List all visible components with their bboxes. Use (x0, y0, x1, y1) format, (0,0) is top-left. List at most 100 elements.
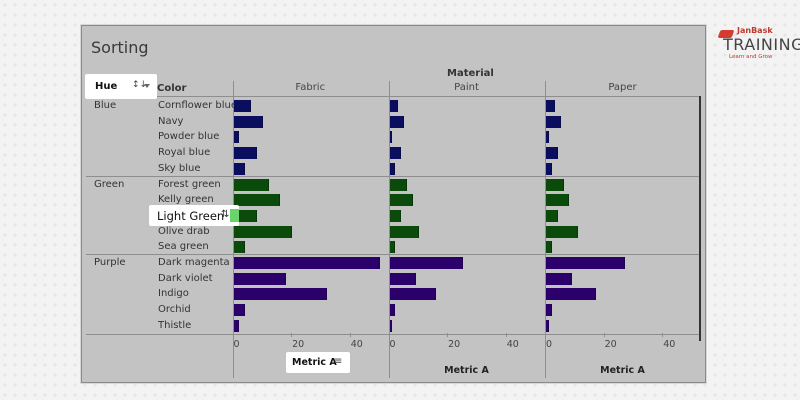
bar-paint[interactable] (389, 100, 399, 112)
bar-paint[interactable] (389, 162, 396, 175)
axis-tick: 0 (389, 338, 396, 350)
axis-tick: 20 (604, 338, 617, 350)
bar-paper[interactable] (546, 225, 579, 238)
material-header: Material (447, 68, 494, 79)
axis-label-paint: Metric A (444, 364, 489, 376)
bar-paper[interactable] (546, 319, 549, 332)
bar-paper[interactable] (546, 257, 626, 269)
axis-tick: 40 (663, 338, 676, 350)
bar-fabric[interactable] (233, 319, 240, 332)
highlight-marker (230, 209, 239, 222)
color-label: Thistle (158, 319, 192, 331)
bar-fabric[interactable] (233, 241, 246, 254)
bar-fabric[interactable] (233, 225, 293, 238)
color-label: Royal blue (158, 147, 211, 159)
hue-label: Hue (95, 81, 118, 92)
bar-paper[interactable] (546, 178, 564, 191)
bar-paint[interactable] (389, 194, 413, 207)
bar-paper[interactable] (546, 147, 558, 160)
color-label: Kelly green (158, 194, 214, 206)
bar-paint[interactable] (389, 131, 393, 144)
bar-fabric[interactable] (233, 257, 380, 269)
bar-paper[interactable] (546, 100, 555, 112)
chart-panel: Sorting Material Color Fabric Paint Paper B… (81, 25, 706, 383)
bar-fabric[interactable] (233, 288, 328, 301)
bar-paper[interactable] (546, 288, 596, 301)
group-divider (86, 175, 699, 177)
bar-fabric[interactable] (233, 272, 287, 285)
tick-mark (291, 332, 293, 337)
hue-label-purple: Purple (94, 257, 126, 268)
sort-alpha-icon[interactable]: ↕↓ (132, 80, 148, 90)
header-rule (86, 96, 699, 97)
axis-tick: 0 (546, 338, 553, 350)
bar-paint[interactable] (389, 209, 402, 222)
color-label: Cornflower blue (158, 100, 238, 111)
bar-paper[interactable] (546, 304, 552, 317)
axis-tick: 0 (233, 338, 240, 350)
tick-mark (505, 332, 507, 337)
bar-paint[interactable] (389, 272, 416, 285)
hue-label-blue: Blue (94, 100, 117, 111)
light-green-pill[interactable]: Light Green ⇅ (149, 205, 239, 226)
axis-tick: 20 (292, 338, 305, 350)
bar-fabric[interactable] (233, 131, 240, 144)
axis-tick: 40 (506, 338, 519, 350)
metric-a-label: Metric A (292, 357, 337, 368)
bar-paint[interactable] (389, 257, 463, 269)
panel-divider (232, 81, 234, 378)
light-green-label: Light Green (157, 209, 225, 223)
hue-field-pill[interactable]: Hue ↕↓ (85, 74, 157, 99)
panel-header-paint: Paint (454, 82, 479, 93)
color-label: Indigo (158, 288, 189, 300)
bar-paint[interactable] (389, 319, 393, 332)
bar-fabric[interactable] (233, 100, 252, 112)
bar-paper[interactable] (546, 131, 549, 144)
bar-paint[interactable] (389, 225, 419, 238)
logo-tagline: Learn and Grow (729, 54, 773, 60)
hue-label-green: Green (94, 178, 125, 190)
tick-mark (603, 332, 605, 337)
color-label: Sea green (158, 241, 209, 253)
bar-paper[interactable] (546, 241, 552, 254)
bar-fabric[interactable] (233, 304, 246, 317)
panel-header-fabric: Fabric (295, 82, 326, 93)
axis-label-paper: Metric A (600, 364, 645, 376)
tick-mark (662, 332, 664, 337)
color-label: Forest green (158, 178, 221, 190)
drag-icon[interactable]: ⇅ (221, 209, 230, 220)
bar-fabric[interactable] (233, 115, 263, 128)
bar-paint[interactable] (389, 304, 396, 317)
bar-fabric[interactable] (233, 162, 246, 175)
bar-paint[interactable] (389, 147, 402, 160)
bar-paint[interactable] (389, 288, 437, 301)
bar-paper[interactable] (546, 115, 561, 128)
bar-paper[interactable] (546, 209, 558, 222)
logo-brand: JanBask (737, 26, 773, 35)
color-label: Dark magenta (158, 257, 230, 268)
panel-divider (388, 81, 390, 378)
sort-desc-icon[interactable]: ≡ (334, 356, 343, 367)
chevron-down-icon[interactable] (144, 84, 150, 88)
color-label: Navy (158, 115, 184, 127)
bar-fabric[interactable] (233, 194, 281, 207)
color-label: Powder blue (158, 131, 220, 143)
bar-fabric[interactable] (233, 209, 257, 222)
tick-mark (349, 332, 351, 337)
bar-fabric[interactable] (233, 147, 257, 160)
bar-paint[interactable] (389, 241, 396, 254)
bar-paper[interactable] (546, 162, 552, 175)
bar-paper[interactable] (546, 272, 573, 285)
color-label: Orchid (158, 304, 191, 316)
panel-divider (545, 81, 546, 378)
logo-name: TRAINING (723, 35, 800, 54)
page-title: Sorting (91, 38, 149, 57)
tick-mark (447, 332, 449, 337)
bar-fabric[interactable] (233, 178, 269, 191)
bar-paper[interactable] (546, 194, 570, 207)
metric-a-pill[interactable]: Metric A ≡ (286, 352, 350, 373)
group-divider (86, 254, 699, 255)
bar-paint[interactable] (389, 178, 408, 191)
color-label: Sky blue (158, 162, 201, 174)
bar-paint[interactable] (389, 115, 405, 128)
